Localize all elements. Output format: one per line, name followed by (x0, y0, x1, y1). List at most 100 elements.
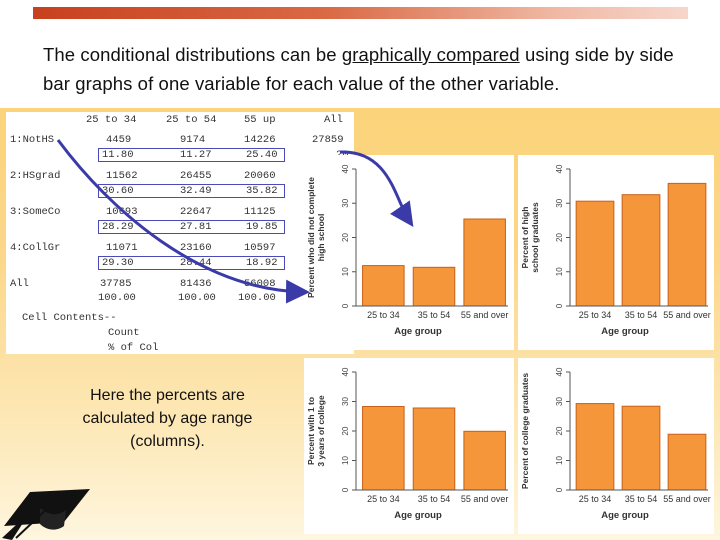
col-header: 55 up (244, 114, 276, 126)
x-tick-label: 35 to 54 (625, 494, 658, 504)
y-tick-label: 30 (341, 397, 350, 406)
table-cell: 11071 (106, 242, 138, 254)
bar (575, 200, 615, 307)
highlight-box (98, 220, 285, 234)
row-label: 1:NotHS (10, 134, 55, 146)
table-cell: 10597 (244, 242, 276, 254)
table-cell: 27859 (312, 134, 344, 146)
y-tick-label: 20 (341, 233, 350, 242)
y-axis-label: high school (316, 214, 326, 262)
chart-svg: 0 10 20 30 40 Percent of high school graduates… (520, 164, 711, 337)
title-accent-bar (33, 7, 688, 19)
y-tick-label: 20 (555, 426, 564, 435)
x-tick-label: 35 to 54 (418, 494, 451, 504)
y-tick-label: 20 (555, 233, 564, 242)
y-axis-label: Percent who did not complete (306, 177, 316, 298)
y-tick-label: 30 (341, 198, 350, 207)
x-tick-label: 25 to 34 (579, 494, 612, 504)
col-header: 25 to 54 (166, 114, 217, 126)
bar (667, 433, 707, 491)
table-cell: 4459 (106, 134, 132, 146)
bar (621, 194, 661, 307)
heading-underlined: graphically compared (341, 44, 520, 65)
x-tick-label: 35 to 54 (625, 310, 658, 320)
chart-svg: 0 10 20 30 40 Percent who did not complete hig… (306, 164, 509, 337)
y-tick-label: 0 (341, 487, 350, 492)
table-cell: 100.00 (178, 292, 216, 304)
table-cell: 81436 (180, 278, 212, 290)
row-label: 2:HSgrad (10, 170, 61, 182)
y-tick-label: 10 (341, 456, 350, 465)
x-axis-label: Age group (394, 510, 442, 521)
y-tick-label: 40 (341, 164, 350, 173)
table-cell: 9174 (180, 134, 206, 146)
chart-svg: 0 10 20 30 40 Percent with 1 to 3 years of col… (306, 367, 509, 521)
x-tick-label: 55 and over (461, 310, 509, 320)
x-tick-label: 25 to 34 (579, 310, 612, 320)
highlight-box (98, 148, 285, 162)
highlight-box (98, 184, 285, 198)
y-axis-label: school graduates (530, 202, 540, 273)
table-cell: 37785 (100, 278, 132, 290)
y-axis-label: Percent of high (520, 207, 530, 269)
bar (575, 403, 615, 491)
x-axis-label: Age group (394, 326, 442, 337)
table-cell: 100.00 (98, 292, 136, 304)
y-tick-label: 40 (555, 367, 564, 376)
y-tick-label: 0 (555, 487, 564, 492)
x-tick-label: 25 to 34 (367, 310, 400, 320)
y-tick-label: 10 (555, 267, 564, 276)
row-label: 3:SomeCo (10, 206, 61, 218)
table-cell: 100.00 (238, 292, 276, 304)
x-tick-label: 25 to 34 (367, 494, 400, 504)
col-header: 25 to 34 (86, 114, 137, 126)
table-cell: 10693 (106, 206, 138, 218)
y-tick-label: 30 (555, 198, 564, 207)
caption-text: Here the percents are calculated by age … (82, 387, 253, 450)
heading-text-2: using side by side bar graphs of one var… (43, 44, 674, 94)
x-axis-label: Age group (601, 510, 649, 521)
x-axis-label: Age group (601, 326, 649, 337)
bar (412, 266, 456, 307)
highlight-box (98, 256, 285, 270)
y-tick-label: 40 (341, 367, 350, 376)
bar (362, 406, 405, 491)
legend-line: Cell Contents-- (22, 312, 117, 324)
bar (667, 182, 707, 307)
graduation-cap-icon (2, 489, 90, 540)
table-cell: 14226 (244, 134, 276, 146)
y-axis-label: 3 years of college (316, 395, 326, 467)
y-tick-label: 0 (555, 303, 564, 308)
legend-line: % of Col (108, 342, 159, 354)
y-axis-label: Percent of college graduates (520, 373, 530, 489)
x-tick-label: 55 and over (663, 310, 711, 320)
slide-heading: The conditional distributions can be gra… (43, 40, 693, 98)
bar (412, 407, 456, 491)
bar-chart-not-completed-hs: 0 10 20 30 40 Percent who did not complete hig… (304, 155, 514, 350)
y-tick-label: 20 (341, 426, 350, 435)
bar (463, 430, 506, 491)
y-tick-label: 10 (341, 267, 350, 276)
heading-text-1: The conditional distributions can be (43, 44, 342, 65)
bar-chart-some-college: 0 10 20 30 40 Percent with 1 to 3 years of col… (304, 358, 514, 534)
legend-line: Count (108, 327, 140, 339)
y-tick-label: 30 (555, 397, 564, 406)
table-cell: 20060 (244, 170, 276, 182)
y-tick-label: 10 (555, 456, 564, 465)
bar (463, 218, 506, 307)
x-tick-label: 55 and over (461, 494, 509, 504)
table-cell: 23160 (180, 242, 212, 254)
x-tick-label: 35 to 54 (418, 310, 451, 320)
row-label: 4:CollGr (10, 242, 61, 254)
bar (621, 405, 661, 491)
row-label: All (10, 278, 29, 290)
crosstab-output: 25 to 34 25 to 54 55 up All 1:NotHS 4459… (6, 112, 354, 354)
col-header: All (324, 114, 343, 126)
chart-svg: 0 10 20 30 40 Percent of college graduates 25 … (520, 367, 711, 521)
table-cell: 11562 (106, 170, 138, 182)
y-tick-label: 40 (555, 164, 564, 173)
x-tick-label: 55 and over (663, 494, 711, 504)
table-cell: 11125 (244, 206, 276, 218)
bar-chart-hs-graduates: 0 10 20 30 40 Percent of high school graduates… (518, 155, 714, 350)
table-cell: 22647 (180, 206, 212, 218)
